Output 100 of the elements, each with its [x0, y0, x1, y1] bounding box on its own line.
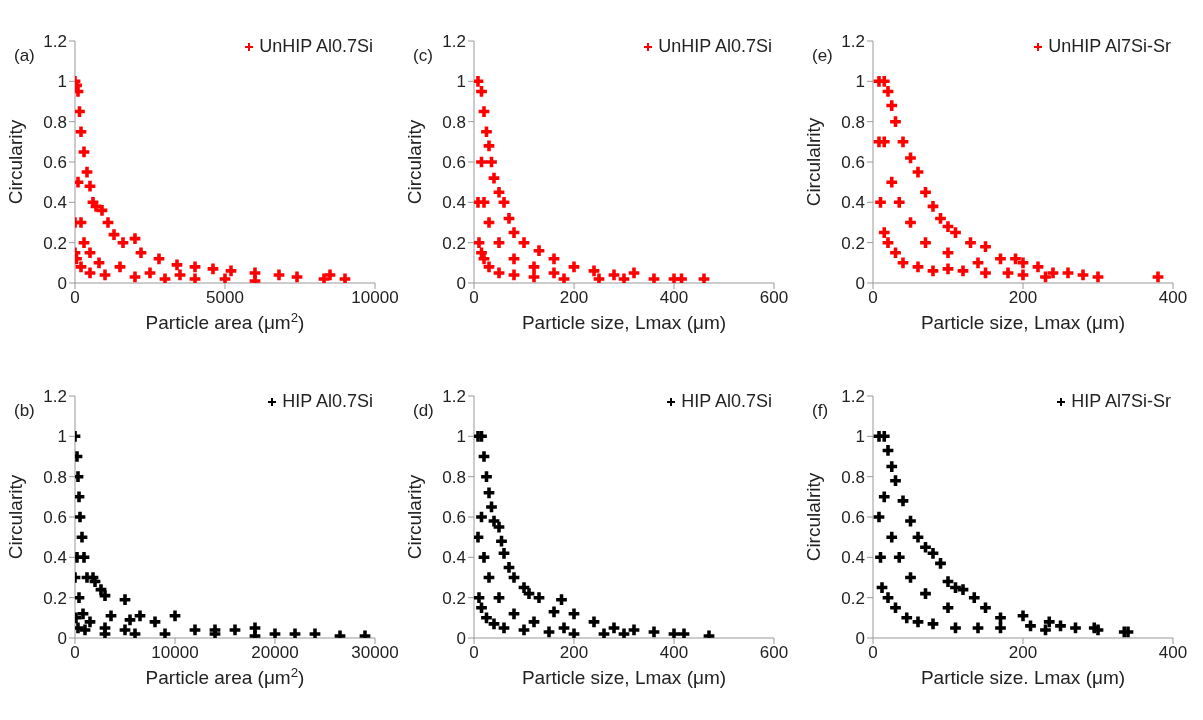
- point: [493, 267, 505, 279]
- y-tick-label: 0.2: [43, 588, 67, 608]
- point: [533, 245, 545, 257]
- point: [912, 261, 924, 273]
- point: [498, 196, 510, 208]
- point: [486, 156, 497, 168]
- point: [927, 201, 939, 212]
- y-tick-label: 0.4: [442, 548, 466, 568]
- point: [972, 257, 984, 269]
- point: [676, 273, 687, 283]
- point: [1017, 257, 1029, 269]
- y-tick-label: 0.8: [442, 467, 466, 487]
- point: [273, 269, 285, 281]
- point: [893, 196, 905, 208]
- point: [478, 253, 490, 265]
- point: [518, 237, 530, 249]
- point: [488, 618, 500, 630]
- point: [1070, 622, 1081, 634]
- point: [134, 610, 146, 622]
- x-tick-label: 600: [759, 643, 789, 663]
- point: [474, 531, 484, 543]
- x-tick-label: 10000: [351, 288, 399, 308]
- legend-label: UnHIP Al7Si-Sr: [1048, 36, 1171, 57]
- point: [483, 217, 495, 228]
- point: [568, 261, 580, 273]
- point: [75, 261, 87, 273]
- point: [324, 269, 336, 281]
- point: [129, 233, 141, 244]
- point: [483, 572, 495, 583]
- point: [474, 592, 485, 604]
- x-axis-title: Particle size, Lmax (μm): [521, 312, 727, 333]
- y-axis-title: Circularity: [404, 474, 425, 560]
- point: [496, 535, 507, 547]
- y-tick-label: 0.6: [43, 153, 67, 173]
- point: [897, 257, 909, 269]
- point: [169, 610, 181, 622]
- point: [886, 461, 898, 472]
- point: [618, 273, 630, 283]
- point: [498, 622, 510, 634]
- point: [483, 261, 495, 273]
- point: [648, 273, 660, 283]
- y-tick-label: 0.4: [841, 548, 865, 568]
- x-tick-label: 600: [759, 288, 789, 308]
- point: [912, 616, 924, 628]
- point: [474, 237, 485, 249]
- y-tick-label: 0.4: [841, 193, 865, 213]
- y-tick-label: 1: [855, 427, 865, 447]
- point: [508, 572, 520, 583]
- point: [905, 152, 916, 164]
- point: [528, 271, 540, 283]
- point: [980, 267, 991, 279]
- point: [81, 166, 93, 178]
- x-tick-label: 400: [1158, 643, 1188, 663]
- point: [99, 590, 111, 602]
- y-axis-title: Circularity: [404, 119, 425, 205]
- point: [1040, 624, 1051, 636]
- point: [1043, 616, 1055, 628]
- point: [135, 247, 147, 259]
- point: [698, 273, 710, 283]
- point: [886, 100, 898, 111]
- point: [508, 269, 520, 281]
- legend-label: UnHIP Al0.7Si: [658, 36, 772, 57]
- point: [893, 551, 905, 563]
- point: [942, 247, 954, 259]
- y-tick-label: 0.2: [442, 233, 466, 253]
- point: [882, 592, 894, 604]
- point: [339, 273, 351, 283]
- point: [568, 608, 580, 620]
- point: [105, 610, 117, 622]
- point: [493, 592, 505, 604]
- y-tick-label: 1.2: [43, 32, 67, 52]
- point: [528, 616, 540, 628]
- point: [518, 624, 530, 636]
- point: [78, 146, 90, 158]
- point: [508, 608, 520, 620]
- point: [488, 515, 500, 527]
- point: [75, 592, 85, 604]
- point: [1002, 267, 1014, 279]
- point: [1152, 271, 1164, 283]
- point: [995, 612, 1006, 624]
- point: [75, 511, 86, 523]
- legend-label: HIP Al0.7Si: [282, 391, 373, 412]
- point: [291, 271, 303, 283]
- point: [493, 186, 505, 198]
- x-tick-label: 200: [1008, 643, 1038, 663]
- point: [618, 628, 630, 638]
- point: [980, 602, 991, 614]
- point: [886, 176, 898, 188]
- point: [1010, 253, 1021, 265]
- point: [873, 511, 885, 523]
- point: [117, 237, 129, 249]
- point: [189, 261, 201, 273]
- y-tick-label: 0: [57, 629, 67, 649]
- point: [878, 491, 890, 503]
- point: [528, 261, 540, 273]
- legend-label: HIP Al0.7Si: [681, 391, 772, 412]
- point: [920, 541, 931, 553]
- point: [498, 547, 510, 559]
- y-tick-label: 0.8: [43, 467, 67, 487]
- text: (c): [413, 46, 433, 66]
